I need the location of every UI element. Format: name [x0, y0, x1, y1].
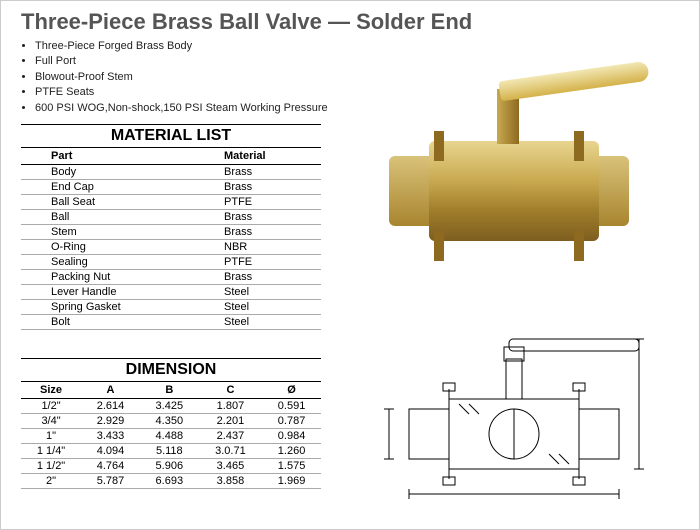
table-row: Lever HandleSteel	[21, 284, 321, 299]
table-cell: 0.591	[262, 398, 321, 413]
table-cell: 4.764	[81, 458, 140, 473]
product-photo	[379, 51, 639, 261]
table-cell: PTFE	[194, 254, 321, 269]
table-cell: 2"	[21, 473, 81, 488]
bolt-icon	[574, 131, 584, 161]
table-cell: 2.437	[199, 428, 262, 443]
valve-handle	[498, 61, 649, 102]
table-cell: Stem	[21, 224, 194, 239]
table-cell: 2.201	[199, 413, 262, 428]
table-row: 3/4"2.9294.3502.2010.787	[21, 413, 321, 428]
col-header: Material	[194, 148, 321, 165]
table-cell: 0.984	[262, 428, 321, 443]
table-cell: 4.094	[81, 443, 140, 458]
technical-drawing	[359, 319, 669, 519]
table-cell: 5.906	[140, 458, 199, 473]
table-cell: 4.350	[140, 413, 199, 428]
table-cell: 5.787	[81, 473, 140, 488]
table-cell: 1/2"	[21, 398, 81, 413]
bolt-icon	[434, 231, 444, 261]
table-row: 1/2"2.6143.4251.8070.591	[21, 398, 321, 413]
table-cell: Ball Seat	[21, 194, 194, 209]
table-row: 2"5.7876.6933.8581.969	[21, 473, 321, 488]
table-cell: NBR	[194, 239, 321, 254]
table-cell: Steel	[194, 284, 321, 299]
table-cell: 3/4"	[21, 413, 81, 428]
dimension-table: SizeABCØ 1/2"2.6143.4251.8070.5913/4"2.9…	[21, 382, 321, 489]
table-row: SealingPTFE	[21, 254, 321, 269]
col-header: A	[81, 382, 140, 399]
table-cell: 1.969	[262, 473, 321, 488]
table-cell: Steel	[194, 299, 321, 314]
table-cell: 6.693	[140, 473, 199, 488]
table-cell: Brass	[194, 209, 321, 224]
table-cell: Brass	[194, 179, 321, 194]
col-header: Ø	[262, 382, 321, 399]
table-cell: 1.807	[199, 398, 262, 413]
table-row: Ball SeatPTFE	[21, 194, 321, 209]
table-cell: Bolt	[21, 314, 194, 329]
table-cell: Lever Handle	[21, 284, 194, 299]
table-row: 1"3.4334.4882.4370.984	[21, 428, 321, 443]
bolt-icon	[434, 131, 444, 161]
table-cell: 3.433	[81, 428, 140, 443]
dimension-title: DIMENSION	[21, 358, 321, 382]
table-row: Packing NutBrass	[21, 269, 321, 284]
table-cell: Steel	[194, 314, 321, 329]
table-cell: O-Ring	[21, 239, 194, 254]
table-cell: 2.614	[81, 398, 140, 413]
table-row: Spring GasketSteel	[21, 299, 321, 314]
table-cell: 3.0.71	[199, 443, 262, 458]
table-row: End CapBrass	[21, 179, 321, 194]
table-row: BoltSteel	[21, 314, 321, 329]
table-cell: Spring Gasket	[21, 299, 194, 314]
col-header: Part	[21, 148, 194, 165]
table-cell: 3.425	[140, 398, 199, 413]
page-title: Three-Piece Brass Ball Valve — Solder En…	[21, 9, 679, 35]
table-cell: Ball	[21, 209, 194, 224]
table-cell: Brass	[194, 224, 321, 239]
table-cell: Packing Nut	[21, 269, 194, 284]
material-list-table: Part Material BodyBrassEnd CapBrassBall …	[21, 148, 321, 330]
table-row: 1 1/4"4.0945.1183.0.711.260	[21, 443, 321, 458]
table-cell: Body	[21, 164, 194, 179]
table-cell: 2.929	[81, 413, 140, 428]
col-header: B	[140, 382, 199, 399]
table-cell: 1"	[21, 428, 81, 443]
table-cell: Brass	[194, 164, 321, 179]
table-cell: Brass	[194, 269, 321, 284]
col-header: Size	[21, 382, 81, 399]
table-cell: 1.260	[262, 443, 321, 458]
table-row: O-RingNBR	[21, 239, 321, 254]
col-header: C	[199, 382, 262, 399]
table-cell: Sealing	[21, 254, 194, 269]
table-cell: 5.118	[140, 443, 199, 458]
table-cell: 1 1/2"	[21, 458, 81, 473]
table-row: 1 1/2"4.7645.9063.4651.575	[21, 458, 321, 473]
table-cell: PTFE	[194, 194, 321, 209]
table-cell: 3.465	[199, 458, 262, 473]
table-cell: 1.575	[262, 458, 321, 473]
table-row: BodyBrass	[21, 164, 321, 179]
material-list-title: MATERIAL LIST	[21, 124, 321, 148]
table-cell: 1 1/4"	[21, 443, 81, 458]
table-cell: 3.858	[199, 473, 262, 488]
table-row: BallBrass	[21, 209, 321, 224]
bolt-icon	[574, 231, 584, 261]
table-row: StemBrass	[21, 224, 321, 239]
table-cell: 0.787	[262, 413, 321, 428]
table-cell: 4.488	[140, 428, 199, 443]
table-cell: End Cap	[21, 179, 194, 194]
